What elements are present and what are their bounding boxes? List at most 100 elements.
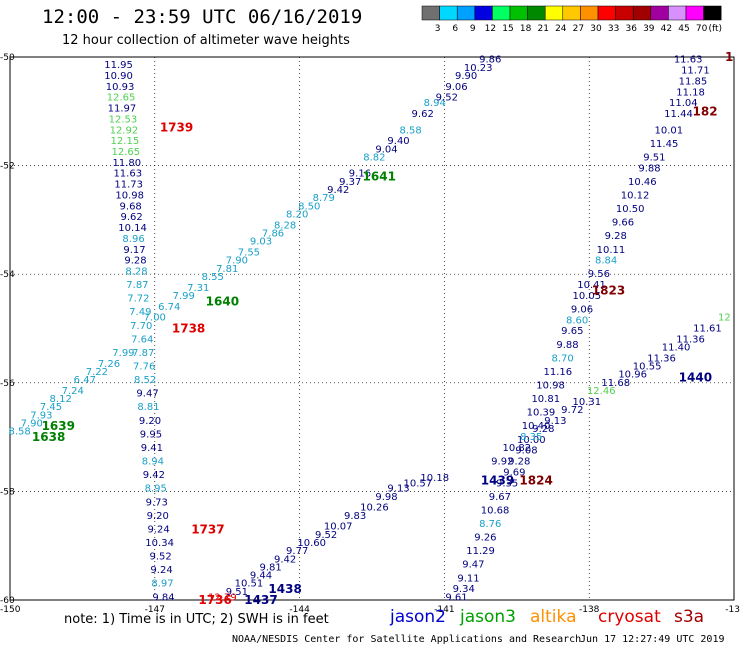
wave-height-value: 9.06 (445, 82, 467, 93)
wave-height-value: 9.41 (141, 443, 163, 454)
wave-height-value: 9.28 (605, 231, 627, 242)
wave-height-value: 9.06 (571, 304, 593, 315)
wave-height-value: 12 (718, 313, 731, 324)
pass-time-label: 1823 (592, 283, 625, 297)
footer-note: note: 1) Time is in UTC; 2) SWH is in fe… (64, 612, 329, 627)
wave-height-value: 7.76 (133, 362, 155, 373)
wave-height-value: 11.36 (647, 353, 676, 364)
lat-tick-label: -54 (0, 270, 15, 280)
wave-height-value: 9.20 (147, 511, 169, 522)
wave-height-value: 9.47 (136, 389, 158, 400)
wave-height-value: 9.51 (643, 152, 665, 163)
wave-height-value: 8.35 (520, 432, 542, 443)
wave-height-value: 10.05 (572, 291, 601, 302)
wave-height-value: 7.90 (21, 419, 43, 430)
wave-height-value: 7.86 (262, 228, 284, 239)
chart-subtitle: 12 hour collection of altimeter wave hei… (62, 33, 350, 48)
lon-tick-label: -141 (434, 605, 454, 615)
lon-tick-label: -144 (289, 605, 310, 615)
pass-time-label: 182 (693, 104, 718, 118)
wave-height-value: 10.51 (235, 579, 264, 590)
wave-height-value: 9.17 (123, 245, 145, 256)
wave-height-value: 7.81 (216, 264, 238, 275)
wave-height-value: 12.79 (208, 592, 237, 603)
legend-tick-label: 9 (470, 24, 476, 34)
satellite-label-altika: altika (530, 607, 577, 627)
wave-height-value: 10.41 (577, 280, 606, 291)
wave-height-value: 9.24 (150, 565, 172, 576)
wave-height-value: 9.62 (412, 109, 434, 120)
legend-tick-label: 18 (520, 24, 532, 34)
wave-height-value: 10.90 (104, 71, 133, 82)
wave-height-value: 9.52 (315, 530, 337, 541)
wave-height-value: 12.15 (111, 136, 140, 147)
pass-time-label: 1638 (32, 430, 65, 444)
wave-height-value: 9.44 (250, 571, 272, 582)
wave-height-value: 7.87 (132, 348, 154, 359)
wave-height-value: 7.87 (126, 280, 148, 291)
wave-height-value: 12.53 (109, 114, 138, 125)
wave-height-value: 9.26 (474, 533, 496, 544)
legend-tick-label: 27 (573, 24, 584, 34)
wave-height-value: 11.68 (601, 378, 630, 389)
wave-height-value: 10.93 (106, 82, 135, 93)
wave-height-value: 9.61 (445, 592, 467, 603)
wave-height-value: 8.28 (125, 266, 147, 277)
wave-height-value: 7.22 (86, 367, 108, 378)
legend-tick-label: 15 (502, 24, 513, 34)
pass-time-label: 1439 (481, 474, 514, 488)
footer-credit: NOAA/NESDIS Center for Satellite Applica… (232, 634, 582, 645)
wave-height-value: 9.88 (638, 163, 660, 174)
wave-height-value: 7.45 (40, 402, 62, 413)
wave-height-value: 9.52 (149, 552, 171, 563)
wave-height-value: 12.65 (107, 93, 136, 104)
wave-height-value: 10.14 (118, 223, 147, 234)
pass-time-label: 1739 (160, 121, 193, 135)
pass-time-label: 1738 (172, 322, 205, 336)
legend-tick-label: 45 (678, 24, 689, 34)
wave-height-value: 10.26 (360, 503, 389, 514)
wave-height-value: 10.55 (633, 362, 662, 373)
pass-time-label: 1440 (679, 370, 712, 384)
wave-height-value: 7.49 (129, 307, 151, 318)
wave-height-value: 8.58 (9, 427, 31, 438)
wave-height-value: 8.12 (50, 394, 72, 405)
wave-height-value: 8.81 (137, 402, 159, 413)
wave-height-value: 9.08 (515, 446, 537, 457)
pass-time-label: 1641 (363, 169, 396, 183)
legend-tick-label: 24 (555, 24, 567, 34)
legend-tick-label: 30 (590, 24, 602, 34)
wave-height-value: 11.40 (662, 343, 691, 354)
wave-height-value: 9.51 (226, 587, 248, 598)
wave-height-value: 10.57 (404, 478, 433, 489)
wave-height-value: 8.76 (479, 519, 501, 530)
wave-height-value: 7.99 (173, 291, 195, 302)
wave-height-value: 10.60 (297, 538, 326, 549)
wave-height-value: 9.86 (479, 55, 501, 66)
wave-height-value: 9.95 (140, 429, 162, 440)
wave-height-value: 11.63 (674, 55, 703, 66)
wave-height-value: 8.60 (566, 315, 588, 326)
wave-height-value: 9.98 (375, 492, 397, 503)
wave-height-value: 10.40 (522, 421, 551, 432)
satellite-label-jason2: jason2 (390, 607, 446, 627)
wave-height-value: 8.94 (424, 98, 446, 109)
wave-height-value: 10.96 (618, 370, 647, 381)
wave-height-value: 9.03 (250, 237, 272, 248)
wave-height-value: 8.84 (595, 256, 617, 267)
wave-height-value: 9.42 (143, 470, 165, 481)
wave-height-value: 9.42 (274, 554, 296, 565)
lon-tick-label: -150 (0, 605, 21, 615)
wave-height-value: 9.04 (375, 144, 397, 155)
wave-height-value: 9.13 (544, 416, 566, 427)
wave-height-value: 9.56 (588, 269, 610, 280)
wave-height-value: 11.44 (664, 109, 693, 120)
wave-height-value: 7.99 (112, 348, 134, 359)
legend-tick-label: 3 (435, 24, 441, 34)
footer-timestamp: Jun 17 12:27:49 UTC 2019 (580, 634, 725, 645)
wave-height-value: 10.12 (621, 190, 650, 201)
wave-height-value: 11.80 (112, 158, 141, 169)
wave-height-value: 9.83 (344, 511, 366, 522)
pass-time-label: 1737 (191, 522, 224, 536)
wave-height-value: 8.95 (145, 484, 167, 495)
